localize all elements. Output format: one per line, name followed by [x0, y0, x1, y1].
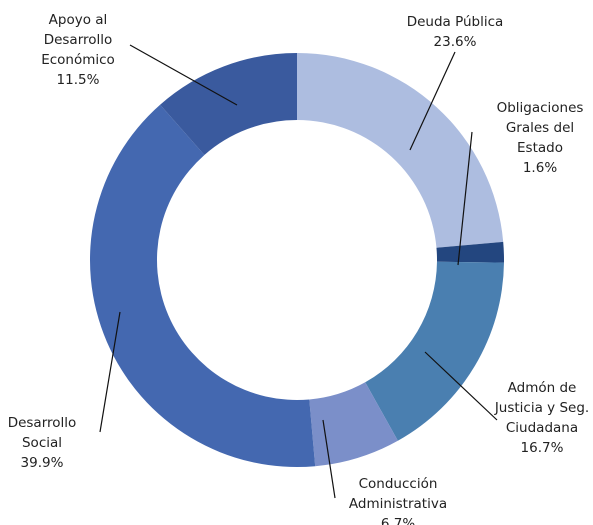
slice-label: Apoyo al Desarrollo Económico: [41, 12, 115, 68]
leader-line: [322, 419, 336, 499]
slice: [436, 241, 504, 263]
leader-line: [424, 351, 498, 421]
slice: [89, 104, 316, 468]
leader-line: [99, 311, 121, 433]
leader-line: [129, 44, 238, 106]
slice-label: Desarrollo Social: [8, 415, 77, 451]
value-label: 1.6%: [523, 160, 557, 176]
slice-label: Obligaciones Grales del Estado: [497, 100, 584, 156]
slice: [309, 382, 398, 467]
slice: [365, 261, 504, 441]
slice: [297, 53, 504, 248]
value-label: 39.9%: [21, 455, 64, 471]
value-label: 6.7%: [381, 516, 415, 525]
leader-line: [457, 131, 473, 266]
leader-line: [409, 51, 456, 151]
slice-label: Conducción Administrativa: [349, 476, 447, 512]
value-label: 16.7%: [521, 440, 564, 456]
slice: [160, 53, 297, 155]
value-label: 23.6%: [434, 34, 477, 50]
value-label: 11.5%: [57, 72, 100, 88]
slice-label: Admón de Justicia y Seg. Ciudadana: [494, 380, 589, 436]
slice-label: Deuda Pública: [407, 14, 504, 30]
